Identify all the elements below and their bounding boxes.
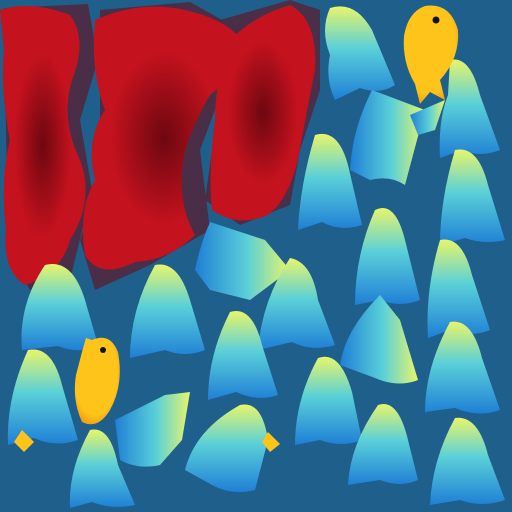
fin-11 bbox=[258, 258, 335, 350]
fin-10 bbox=[130, 264, 205, 358]
fish-bottom-left bbox=[74, 337, 120, 425]
fin-8 bbox=[195, 222, 290, 300]
fin-15 bbox=[7, 349, 78, 445]
fin-21 bbox=[430, 417, 505, 505]
fin-18 bbox=[115, 392, 190, 467]
fish-eye bbox=[100, 347, 106, 353]
fin-1 bbox=[325, 6, 395, 101]
small-fin-yellow-left bbox=[14, 430, 34, 452]
fin-20 bbox=[69, 429, 135, 508]
fin-19 bbox=[185, 404, 268, 493]
fin-14 bbox=[425, 321, 500, 414]
fin-6 bbox=[355, 208, 420, 305]
fin-3 bbox=[350, 90, 425, 185]
coral-piece-right bbox=[210, 5, 316, 221]
fin-16 bbox=[295, 356, 362, 445]
fin-17 bbox=[348, 404, 418, 485]
fin-13 bbox=[208, 310, 278, 400]
fin-5 bbox=[440, 149, 505, 245]
fish-top-right bbox=[403, 5, 459, 104]
small-fin-yellow-right bbox=[262, 432, 280, 452]
coral-piece-middle bbox=[82, 6, 245, 270]
fin-7 bbox=[427, 239, 490, 338]
fish-eye bbox=[432, 16, 440, 24]
fin-22 bbox=[410, 100, 445, 135]
fin-2 bbox=[439, 59, 500, 158]
fin-4 bbox=[298, 133, 362, 230]
fin-group bbox=[7, 6, 505, 508]
fin-12 bbox=[340, 295, 418, 384]
coral-piece-left bbox=[0, 6, 86, 285]
fin-9 bbox=[21, 264, 98, 351]
